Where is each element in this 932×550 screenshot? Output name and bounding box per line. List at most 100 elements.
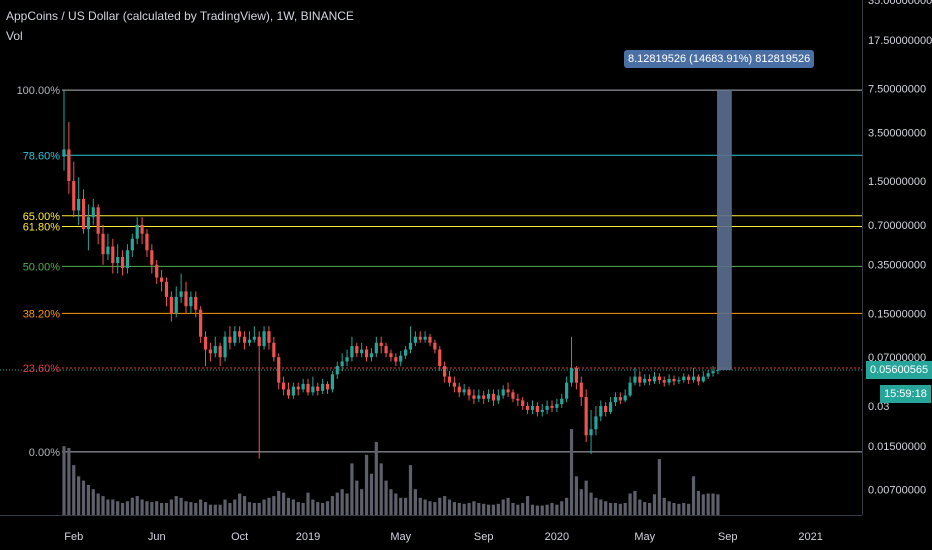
volume-bar-116	[628, 493, 632, 515]
volume-bar-91	[506, 497, 510, 515]
volume-bar-126	[677, 503, 681, 515]
volume-bar-64	[374, 441, 378, 515]
volume-indicator-label[interactable]: Vol	[6, 29, 23, 43]
candle-body-26	[189, 296, 193, 307]
time-tick-2: Oct	[231, 531, 248, 543]
candle-body-98	[540, 409, 544, 413]
volume-bar-58	[345, 493, 349, 515]
volume-bar-52	[316, 502, 320, 515]
candle-body-77	[438, 349, 442, 367]
candle-body-48	[296, 386, 300, 390]
candle-body-67	[389, 353, 393, 358]
volume-bar-105	[574, 476, 578, 515]
candle-body-114	[618, 397, 622, 401]
volume-bar-65	[379, 463, 383, 515]
volume-bar-103	[565, 497, 569, 515]
price-tick-5: 0.70000000	[868, 220, 926, 232]
volume-bar-69	[399, 497, 403, 515]
candle-body-22	[169, 296, 173, 314]
candle-body-129	[691, 376, 696, 381]
volume-bar-6	[91, 489, 95, 515]
volume-bar-89	[496, 503, 500, 515]
volume-bar-124	[667, 501, 671, 515]
fib-label-7: 0.00%	[29, 447, 60, 459]
volume-bar-27	[194, 502, 198, 515]
candle-body-65	[379, 342, 383, 347]
volume-bar-112	[608, 502, 613, 515]
candle-body-1	[67, 149, 71, 182]
volume-bar-102	[560, 501, 564, 515]
measure-tool[interactable]	[717, 90, 732, 371]
candle-body-17	[145, 233, 149, 251]
candle-body-69	[399, 355, 403, 362]
price-tick-1: 17.50000000	[868, 35, 932, 47]
candle-body-46	[286, 389, 291, 396]
candle-body-45	[282, 382, 286, 390]
volume-bar-35	[233, 499, 237, 515]
candle-body-6	[91, 207, 95, 218]
volume-bar-39	[252, 502, 256, 515]
volume-bar-123	[662, 497, 666, 515]
candle-body-12	[120, 257, 125, 269]
candle-body-128	[687, 376, 691, 381]
volume-bar-21	[164, 502, 169, 515]
time-tick-8: Sep	[718, 531, 738, 543]
candle-body-103	[565, 382, 569, 399]
volume-bar-113	[613, 502, 618, 515]
volume-bar-57	[340, 489, 344, 515]
candle-body-55	[330, 374, 334, 390]
time-tick-6: 2020	[545, 531, 569, 543]
candle-body-95	[526, 405, 530, 410]
volume-bar-59	[350, 463, 354, 515]
candle-body-76	[433, 342, 437, 350]
volume-bar-120	[648, 502, 652, 515]
volume-bar-20	[160, 502, 164, 515]
volume-bar-94	[521, 502, 525, 515]
volume-bar-48	[296, 502, 300, 515]
volume-bar-106	[579, 489, 583, 515]
time-tick-5: Sep	[474, 531, 494, 543]
volume-bar-109	[594, 497, 598, 515]
chart-title: AppCoins / US Dollar (calculated by Trad…	[6, 9, 354, 23]
price-tick-6: 0.35000000	[868, 260, 926, 272]
volume-bar-4	[81, 480, 86, 515]
fibonacci-levels[interactable]: 100.00% 78.60% 65.00%61.80% 50.00% 38.20% 23.…	[17, 85, 862, 459]
volume-bar-134	[716, 494, 720, 515]
candle-body-101	[555, 404, 559, 408]
time-tick-3: 2019	[296, 531, 320, 543]
volume-bar-49	[301, 502, 305, 515]
volume-bar-83	[467, 502, 471, 515]
time-axis[interactable]: Feb Jun Oct 2019 May Sep 2020 May Sep 2021	[0, 515, 862, 544]
candle-body-52	[316, 386, 320, 391]
candle-body-34	[228, 336, 232, 343]
price-axis[interactable]: 35.00000000 17.50000000 7.50000000 3.500000…	[862, 0, 932, 515]
volume-bar-31	[213, 504, 217, 515]
volume-bar-23	[174, 496, 178, 515]
volume-bar-125	[672, 502, 676, 515]
candle-body-96	[530, 405, 535, 410]
candle-body-11	[116, 257, 120, 264]
candle-body-131	[701, 376, 705, 382]
volume-bar-56	[335, 492, 339, 515]
volume-bar-15	[135, 496, 139, 515]
volume-bar-54	[325, 501, 330, 515]
candle-body-110	[599, 405, 603, 417]
candle-body-23	[174, 296, 178, 314]
candle-body-32	[218, 346, 222, 358]
candle-body-124	[667, 378, 671, 383]
candle-body-10	[111, 246, 115, 264]
candle-body-8	[101, 233, 105, 255]
candle-body-122	[657, 376, 661, 381]
candle-body-100	[550, 405, 554, 408]
candle-body-21	[164, 281, 169, 297]
volume-bar-19	[155, 501, 159, 515]
candle-body-97	[535, 405, 539, 413]
candle-body-74	[423, 336, 427, 340]
measure-label: 8.12819526 (14683.91%) 812819526	[624, 50, 815, 69]
volume-bar-0	[62, 446, 66, 515]
volume-bar-36	[238, 493, 242, 515]
candle-body-107	[584, 397, 588, 436]
candle-body-91	[506, 389, 510, 393]
candle-body-57	[340, 361, 344, 367]
